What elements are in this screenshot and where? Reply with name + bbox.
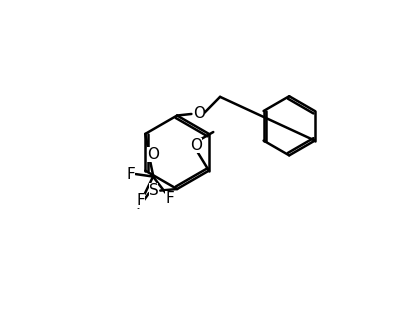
Text: O: O (147, 147, 159, 162)
Text: O: O (193, 107, 205, 121)
Text: F: F (126, 166, 135, 182)
Text: O: O (190, 138, 202, 153)
Text: F: F (166, 191, 174, 206)
Text: F: F (137, 193, 145, 208)
Text: S: S (149, 183, 158, 198)
